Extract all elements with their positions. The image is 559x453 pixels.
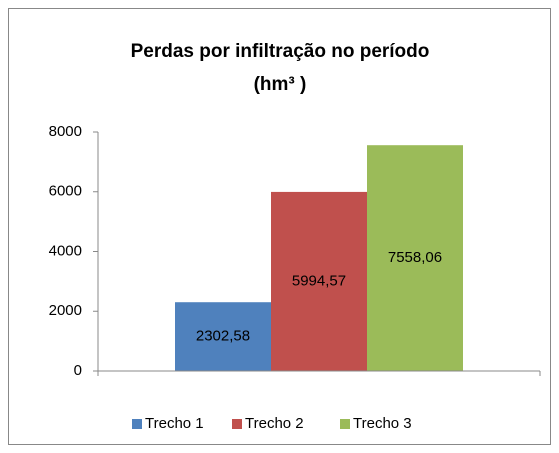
bar: [367, 145, 463, 371]
data-label: 2302,58: [196, 328, 250, 345]
y-tick-label: 0: [74, 362, 82, 379]
y-tick-label: 8000: [49, 123, 82, 140]
legend-swatch: [340, 419, 350, 429]
data-label: 7558,06: [388, 249, 442, 266]
legend-swatch: [232, 419, 242, 429]
data-label: 5994,57: [292, 272, 346, 289]
bar: [271, 191, 367, 371]
legend-label: Trecho 3: [353, 415, 412, 432]
legend-swatch: [132, 419, 142, 429]
bar: [175, 302, 271, 371]
y-tick-label: 4000: [49, 242, 82, 259]
legend-label: Trecho 2: [245, 415, 304, 432]
y-tick-label: 6000: [49, 183, 82, 200]
y-tick-label: 2000: [49, 302, 82, 319]
legend-label: Trecho 1: [145, 415, 204, 432]
chart-title: Perdas por infiltração no período: [131, 41, 430, 62]
chart-title: (hm³ ): [254, 74, 307, 95]
